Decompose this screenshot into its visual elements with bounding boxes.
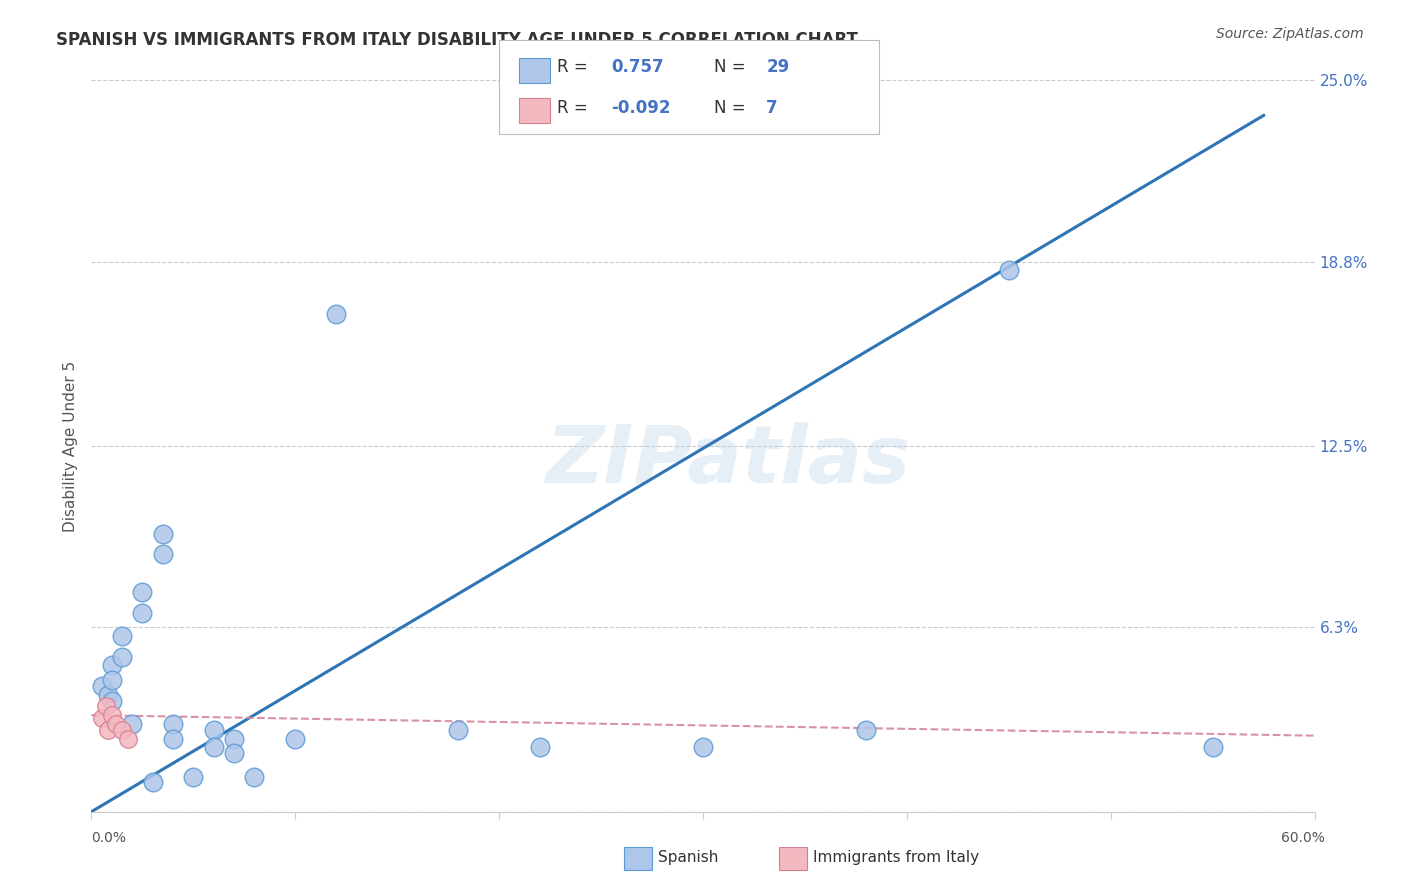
- Point: [152, 547, 174, 561]
- Point: [202, 723, 225, 737]
- Point: [97, 723, 120, 737]
- Point: [162, 717, 184, 731]
- Point: [447, 723, 470, 737]
- Point: [90, 711, 112, 725]
- Point: [117, 731, 139, 746]
- Point: [101, 708, 124, 723]
- Text: 0.757: 0.757: [612, 58, 664, 77]
- Point: [104, 717, 127, 731]
- Point: [111, 649, 134, 664]
- Point: [222, 731, 246, 746]
- Text: 0.0%: 0.0%: [91, 831, 127, 846]
- Point: [325, 307, 347, 321]
- Point: [284, 731, 307, 746]
- Point: [101, 673, 124, 687]
- Point: [222, 746, 246, 760]
- Text: 7: 7: [766, 99, 778, 117]
- Text: -0.092: -0.092: [612, 99, 671, 117]
- Text: Immigrants from Italy: Immigrants from Italy: [813, 850, 979, 864]
- Y-axis label: Disability Age Under 5: Disability Age Under 5: [62, 360, 77, 532]
- Point: [1202, 740, 1225, 755]
- Point: [202, 740, 225, 755]
- Point: [131, 585, 153, 599]
- Point: [998, 263, 1021, 277]
- Point: [152, 526, 174, 541]
- Point: [692, 740, 714, 755]
- Text: Spanish: Spanish: [658, 850, 718, 864]
- Point: [111, 629, 134, 643]
- Point: [94, 699, 117, 714]
- Text: SPANISH VS IMMIGRANTS FROM ITALY DISABILITY AGE UNDER 5 CORRELATION CHART: SPANISH VS IMMIGRANTS FROM ITALY DISABIL…: [56, 31, 858, 49]
- Point: [855, 723, 877, 737]
- Point: [121, 717, 143, 731]
- Point: [243, 770, 266, 784]
- Point: [529, 740, 551, 755]
- Text: R =: R =: [557, 58, 588, 77]
- Text: R =: R =: [557, 99, 588, 117]
- Point: [131, 606, 153, 620]
- Point: [90, 679, 112, 693]
- Point: [101, 693, 124, 707]
- Point: [141, 775, 163, 789]
- Text: ZIPatlas: ZIPatlas: [546, 422, 910, 500]
- Point: [97, 688, 120, 702]
- Point: [183, 770, 205, 784]
- Point: [162, 731, 184, 746]
- Text: 60.0%: 60.0%: [1281, 831, 1324, 846]
- Point: [111, 723, 134, 737]
- Text: N =: N =: [714, 99, 745, 117]
- Text: N =: N =: [714, 58, 745, 77]
- Text: Source: ZipAtlas.com: Source: ZipAtlas.com: [1216, 27, 1364, 41]
- Text: 29: 29: [766, 58, 790, 77]
- Point: [101, 658, 124, 673]
